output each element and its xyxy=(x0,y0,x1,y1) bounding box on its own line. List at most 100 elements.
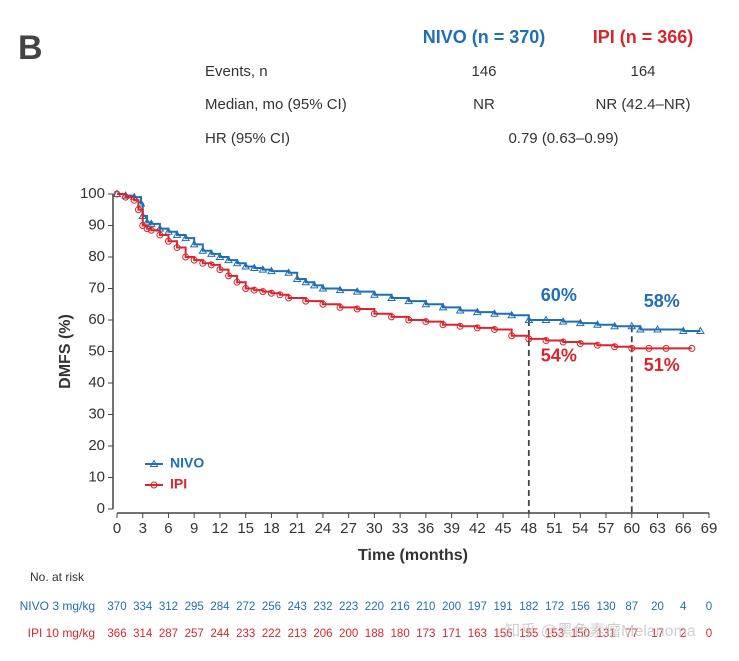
risk-value: 256 xyxy=(262,601,281,613)
x-tick-label: 45 xyxy=(495,520,512,537)
censor-marker xyxy=(182,253,190,261)
x-tick-label: 3 xyxy=(139,520,147,537)
risk-value: 295 xyxy=(185,601,204,613)
y-tick-label: 50 xyxy=(88,342,105,359)
censor-marker xyxy=(335,285,345,294)
x-tick-label: 21 xyxy=(289,520,306,537)
risk-value: 163 xyxy=(468,628,487,640)
risk-value: 4 xyxy=(680,601,687,613)
risk-value: 180 xyxy=(391,628,410,640)
censor-marker xyxy=(662,344,670,352)
risk-value: 200 xyxy=(442,601,461,613)
censor-marker xyxy=(593,341,601,349)
risk-value: 220 xyxy=(365,601,384,613)
censor-marker xyxy=(352,287,362,295)
censor-marker xyxy=(508,332,516,340)
censor-marker xyxy=(173,244,181,252)
x-tick-label: 66 xyxy=(675,520,692,537)
row-label: Median, mo (95% CI) xyxy=(205,96,347,113)
censor-marker xyxy=(241,261,251,270)
risk-value: 153 xyxy=(545,628,564,640)
censor-marker xyxy=(610,321,619,330)
censor-marker xyxy=(224,255,233,264)
censor-marker xyxy=(404,296,414,305)
censor-marker xyxy=(627,321,637,330)
censor-marker xyxy=(421,299,431,308)
risk-value: 87 xyxy=(625,601,638,613)
y-tick-label: 60 xyxy=(88,311,105,328)
risk-value: 284 xyxy=(210,601,230,613)
censor-marker xyxy=(146,219,156,227)
risk-value: 312 xyxy=(159,601,178,613)
x-tick-label: 0 xyxy=(113,520,121,537)
x-tick-label: 33 xyxy=(392,520,409,537)
risk-value: 287 xyxy=(159,628,178,640)
risk-value: 223 xyxy=(339,601,358,613)
y-tick-label: 30 xyxy=(88,405,105,422)
censor-marker xyxy=(130,196,138,204)
legend-label: IPI xyxy=(170,476,187,492)
risk-value: 200 xyxy=(339,628,358,640)
cell: 164 xyxy=(630,63,655,80)
annotation: 60% xyxy=(541,285,577,305)
y-tick-label: 20 xyxy=(88,437,105,454)
censor-marker xyxy=(147,226,155,234)
censor-marker xyxy=(164,237,172,245)
censor-marker xyxy=(276,291,284,299)
censor-marker xyxy=(541,315,551,323)
censor-marker xyxy=(207,249,216,257)
censor-marker xyxy=(559,338,567,346)
x-tick-label: 27 xyxy=(340,520,357,537)
x-tick-label: 54 xyxy=(572,520,589,537)
risk-value: 156 xyxy=(493,628,512,640)
censor-marker xyxy=(635,324,645,333)
y-tick-label: 10 xyxy=(88,468,105,485)
censor-marker xyxy=(216,266,224,274)
x-tick-label: 30 xyxy=(366,520,383,537)
x-axis-label: Time (months) xyxy=(358,547,468,564)
censor-marker xyxy=(207,261,215,269)
x-tick-label: 15 xyxy=(237,520,254,537)
censor-marker xyxy=(611,343,619,351)
censor-marker xyxy=(645,344,653,352)
censor-marker xyxy=(267,266,276,275)
risk-label: NIVO 3 mg/kg xyxy=(20,599,95,613)
row-label: HR (95% CI) xyxy=(205,130,290,147)
censor-marker xyxy=(113,190,121,198)
x-tick-label: 12 xyxy=(212,520,229,537)
risk-value: 210 xyxy=(416,601,435,613)
censor-marker xyxy=(524,315,534,323)
risk-label: IPI 10 mg/kg xyxy=(28,626,95,640)
risk-value: 272 xyxy=(236,601,255,613)
censor-marker xyxy=(593,320,602,328)
cell: 146 xyxy=(471,63,496,80)
risk-value: 171 xyxy=(442,628,461,640)
risk-value: 172 xyxy=(545,601,564,613)
censor-marker xyxy=(285,294,293,302)
y-tick-label: 0 xyxy=(97,500,105,517)
row-label: Events, n xyxy=(205,63,268,80)
risk-value: 366 xyxy=(107,628,126,640)
risk-value: 0 xyxy=(706,628,712,640)
censor-marker xyxy=(353,305,361,313)
censor-marker xyxy=(150,481,158,489)
risk-value: 314 xyxy=(133,628,153,640)
column-header: IPI (n = 366) xyxy=(593,27,694,47)
censor-marker xyxy=(491,325,499,333)
censor-marker xyxy=(525,335,533,343)
x-tick-label: 36 xyxy=(418,520,435,537)
censor-marker xyxy=(507,310,517,319)
risk-value: 191 xyxy=(493,601,512,613)
x-tick-label: 63 xyxy=(649,520,666,537)
risk-value: 222 xyxy=(262,628,281,640)
censor-marker xyxy=(156,231,164,239)
censor-marker xyxy=(370,310,378,318)
x-tick-label: 9 xyxy=(190,520,198,537)
risk-value: 334 xyxy=(133,601,153,613)
censor-marker xyxy=(232,258,242,267)
risk-value: 77 xyxy=(625,628,638,640)
censor-marker xyxy=(388,313,396,321)
risk-value: 150 xyxy=(571,628,590,640)
cell: 0.79 (0.63–0.99) xyxy=(508,130,618,147)
